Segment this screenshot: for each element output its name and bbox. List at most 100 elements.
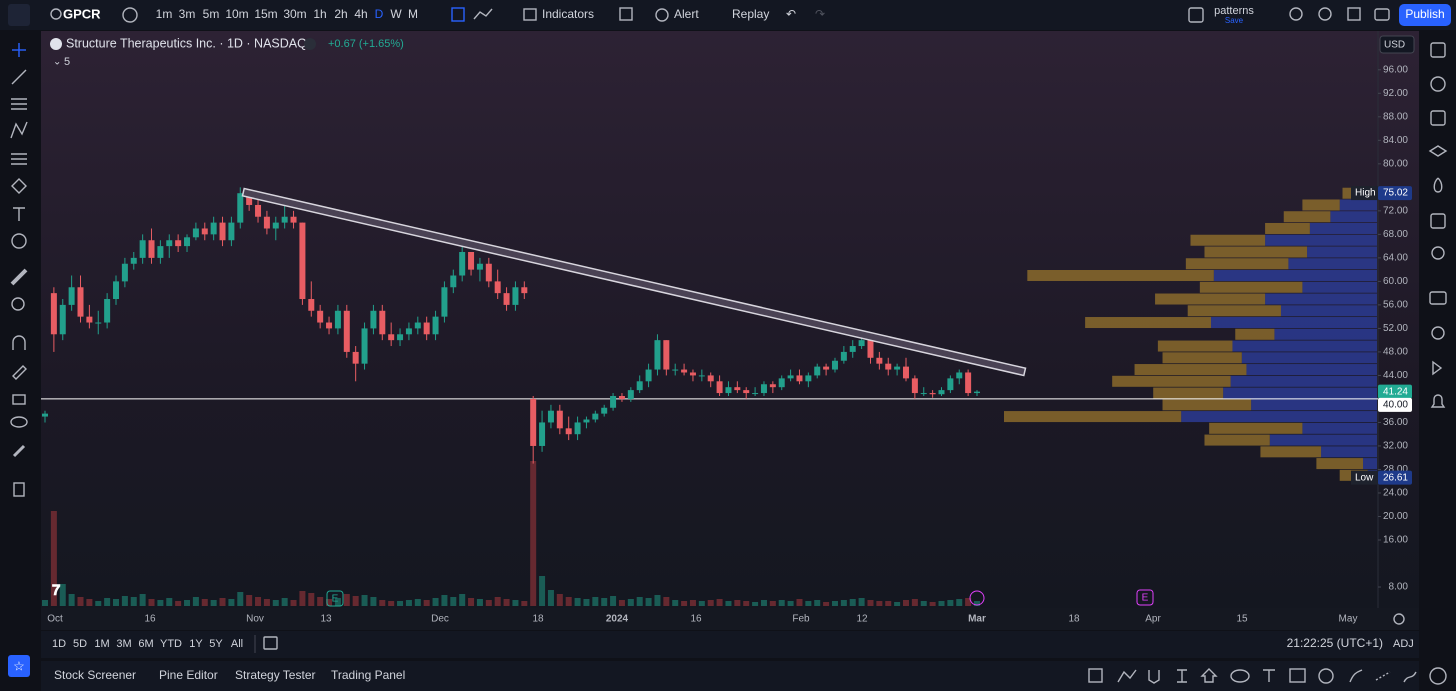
interval[interactable]: 30m bbox=[283, 7, 306, 21]
pattern-tool[interactable] bbox=[10, 121, 28, 139]
calendar[interactable] bbox=[1430, 213, 1446, 229]
fib-tool[interactable] bbox=[11, 98, 27, 110]
indicators-button[interactable]: Indicators bbox=[542, 7, 594, 21]
quick-search[interactable] bbox=[1289, 7, 1303, 21]
interval[interactable]: 2h bbox=[334, 7, 347, 21]
alerts[interactable] bbox=[1430, 76, 1446, 92]
chart-type[interactable] bbox=[451, 7, 465, 22]
tool[interactable] bbox=[1263, 669, 1275, 682]
range-button[interactable]: YTD bbox=[160, 638, 182, 650]
tool[interactable] bbox=[1375, 671, 1391, 681]
range-button[interactable]: 1M bbox=[94, 638, 109, 650]
range-button[interactable]: All bbox=[231, 638, 243, 650]
chats[interactable] bbox=[1429, 291, 1447, 305]
interval[interactable]: W bbox=[390, 7, 402, 21]
range-button[interactable]: 1D bbox=[52, 638, 66, 650]
candle-body bbox=[121, 263, 128, 282]
interval[interactable]: M bbox=[408, 7, 418, 21]
interval[interactable]: 15m bbox=[254, 7, 277, 21]
interval[interactable]: 4h bbox=[354, 7, 367, 21]
tool[interactable] bbox=[1148, 670, 1160, 684]
tool[interactable] bbox=[1200, 668, 1218, 683]
forecast-tool[interactable] bbox=[11, 153, 27, 165]
replay-button[interactable]: Replay bbox=[732, 7, 769, 21]
watchlist[interactable] bbox=[1430, 42, 1446, 58]
favorites[interactable] bbox=[8, 655, 30, 677]
alert-button[interactable]: Alert bbox=[674, 7, 699, 21]
hotlists[interactable] bbox=[1433, 177, 1443, 193]
legend-title: Structure Therapeutics Inc. · 1D · NASDA… bbox=[66, 36, 307, 50]
publish-button[interactable] bbox=[1399, 4, 1451, 26]
ruler-tool[interactable] bbox=[10, 268, 28, 286]
profile-up bbox=[1363, 458, 1377, 470]
trend-tool[interactable] bbox=[11, 69, 27, 85]
tool[interactable] bbox=[1289, 668, 1306, 683]
symbol[interactable]: GPCR bbox=[63, 6, 101, 21]
fullscreen[interactable] bbox=[1347, 7, 1361, 21]
axis-settings[interactable] bbox=[1393, 613, 1405, 625]
panel-tab[interactable]: Stock Screener bbox=[54, 668, 136, 682]
pencil-lock[interactable] bbox=[12, 365, 27, 380]
layers[interactable] bbox=[1428, 145, 1448, 157]
shapes-tool[interactable] bbox=[11, 178, 27, 194]
notes[interactable] bbox=[1430, 110, 1446, 126]
zoom-tool[interactable] bbox=[11, 297, 25, 311]
settings[interactable] bbox=[1318, 7, 1332, 21]
tool[interactable] bbox=[1230, 669, 1250, 683]
ideas[interactable] bbox=[1431, 246, 1445, 260]
tool[interactable] bbox=[1088, 668, 1103, 683]
range-button[interactable]: 5Y bbox=[209, 638, 223, 650]
range-button[interactable]: 3M bbox=[116, 638, 131, 650]
candle-body bbox=[113, 281, 120, 300]
interval[interactable]: D bbox=[375, 7, 384, 21]
tool[interactable] bbox=[1349, 669, 1363, 683]
replay-panel[interactable] bbox=[1432, 360, 1443, 376]
icon-tool[interactable] bbox=[11, 233, 27, 249]
snapshot[interactable] bbox=[1374, 8, 1390, 21]
interval[interactable]: 10m bbox=[225, 7, 248, 21]
magnet-tool[interactable] bbox=[12, 335, 26, 350]
panel-tab[interactable]: Trading Panel bbox=[331, 668, 405, 682]
tool[interactable] bbox=[1177, 669, 1187, 683]
help[interactable] bbox=[1429, 667, 1447, 685]
range-button[interactable]: 1Y bbox=[189, 638, 203, 650]
tool[interactable] bbox=[1117, 669, 1137, 683]
interval[interactable]: 1m bbox=[156, 7, 173, 21]
profile-down bbox=[1185, 258, 1289, 270]
add-symbol[interactable] bbox=[122, 7, 138, 23]
legend-toggle[interactable] bbox=[304, 38, 316, 50]
streams[interactable] bbox=[1431, 326, 1445, 340]
interval[interactable]: 3m bbox=[179, 7, 196, 21]
delete-tool[interactable] bbox=[13, 482, 25, 497]
undo[interactable]: ↶ bbox=[786, 7, 796, 21]
interval[interactable]: 5m bbox=[203, 7, 220, 21]
volume-bar bbox=[840, 600, 847, 606]
candle-body bbox=[441, 287, 448, 317]
y-tick-label: 20.00 bbox=[1383, 511, 1408, 522]
dividend-marker[interactable] bbox=[969, 590, 985, 606]
line-type[interactable] bbox=[473, 8, 493, 20]
visibility-tool[interactable] bbox=[10, 416, 28, 428]
link-tool[interactable] bbox=[12, 444, 26, 458]
tool[interactable] bbox=[1403, 671, 1417, 683]
tool[interactable] bbox=[1318, 668, 1334, 684]
currency-box[interactable] bbox=[1379, 35, 1415, 54]
interval[interactable]: 1h bbox=[313, 7, 326, 21]
notifications[interactable] bbox=[1430, 394, 1446, 408]
logo bbox=[8, 4, 30, 26]
panel-tab[interactable]: Pine Editor bbox=[159, 668, 218, 682]
earnings-marker-future[interactable] bbox=[1136, 589, 1154, 606]
templates[interactable] bbox=[619, 7, 633, 21]
layout-name[interactable]: patterns bbox=[1214, 5, 1254, 17]
earnings-marker[interactable] bbox=[326, 590, 344, 607]
profile-down bbox=[1085, 317, 1212, 329]
profile-up bbox=[1265, 293, 1377, 305]
lock-tool[interactable] bbox=[12, 394, 26, 405]
indicator-toggle[interactable]: ⌄ bbox=[53, 57, 61, 68]
text-tool[interactable] bbox=[13, 207, 25, 221]
range-button[interactable]: 6M bbox=[138, 638, 153, 650]
adjust[interactable]: ADJ bbox=[1393, 638, 1414, 650]
panel-tab[interactable]: Strategy Tester bbox=[235, 668, 315, 682]
range-button[interactable]: 5D bbox=[73, 638, 87, 650]
date-range[interactable] bbox=[263, 636, 278, 650]
